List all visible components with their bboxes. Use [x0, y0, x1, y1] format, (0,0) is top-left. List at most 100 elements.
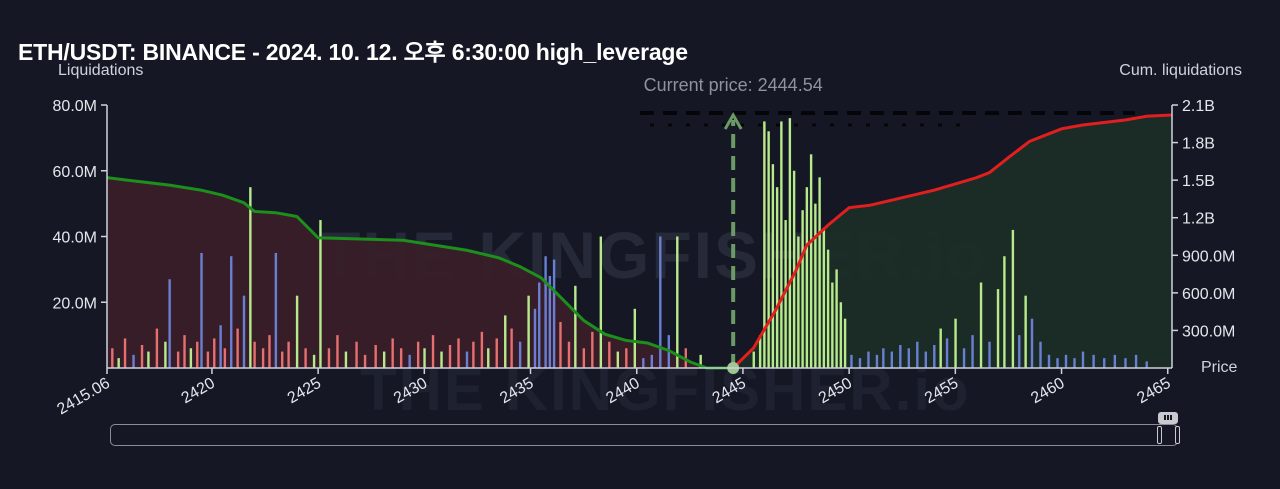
liquidation-bar — [939, 328, 942, 368]
liquidation-bar — [448, 344, 452, 368]
liquidation-bar — [875, 354, 879, 368]
liquidation-bar — [168, 279, 171, 368]
liquidation-bar — [659, 236, 662, 368]
liquidation-bar — [408, 354, 411, 368]
liquidation-bar — [699, 354, 702, 368]
liquidation-bar — [472, 341, 475, 368]
liquidation-bar — [287, 341, 290, 368]
x-tick-label: 2465 — [1134, 375, 1173, 408]
liquidation-bar — [763, 121, 766, 368]
liquidation-bar — [253, 341, 256, 368]
liquidation-bar — [582, 348, 586, 368]
liquidation-bar — [1056, 358, 1059, 368]
y-right-tick-label: 2.1B — [1182, 98, 1215, 115]
liquidation-bar — [835, 269, 838, 368]
liquidation-bar — [495, 338, 498, 368]
liquidation-bar — [559, 321, 562, 368]
range-handle-left[interactable] — [1157, 426, 1162, 444]
liquidation-bar — [916, 341, 919, 368]
liquidation-bar — [780, 121, 783, 368]
liquidation-bar — [281, 351, 284, 368]
liquidation-bar — [111, 348, 114, 368]
liquidation-bar — [933, 344, 936, 368]
liquidation-bar — [839, 302, 843, 368]
liquidation-bar — [1011, 229, 1015, 368]
liquidation-bar — [189, 348, 193, 368]
y-right-tick-label: 1.8B — [1182, 136, 1215, 153]
liquidation-bar — [249, 187, 252, 368]
liquidation-bar — [1081, 351, 1085, 368]
liquidation-bar — [1030, 318, 1034, 368]
liquidation-bar — [399, 348, 403, 368]
chart-title: ETH/USDT: BINANCE - 2024. 10. 12. 오후 6:3… — [18, 39, 688, 65]
liquidation-bar — [155, 328, 159, 368]
y-right-tick-label: 600.0M — [1182, 286, 1235, 303]
liquidation-bar — [907, 348, 911, 368]
liquidation-bar — [676, 236, 679, 368]
long-cumulative-area — [107, 177, 734, 368]
liquidation-bar — [954, 318, 957, 368]
liquidation-bar — [843, 318, 847, 368]
liquidation-bar — [867, 351, 870, 368]
liquidation-bar — [767, 131, 770, 368]
long-cumulative-line — [106, 176, 734, 370]
liquidation-bar — [487, 348, 490, 368]
liquidation-bar — [599, 236, 603, 368]
liquidation-bar — [858, 358, 862, 368]
x-tick-label: 2415.06 — [54, 375, 113, 419]
liquidation-bar — [176, 351, 180, 368]
liquidation-bar — [962, 348, 966, 368]
liquidation-bar — [219, 325, 222, 368]
liquidation-bar — [1064, 354, 1068, 368]
liquidation-bar — [988, 341, 991, 368]
range-grip-icon[interactable] — [1158, 412, 1178, 424]
liquidation-bar — [1092, 354, 1095, 368]
liquidation-bar — [533, 308, 537, 368]
liquidation-bar — [788, 118, 792, 369]
liquidation-bar — [642, 358, 645, 368]
liquidation-bar — [822, 229, 826, 368]
x-tick-label: 2460 — [1028, 375, 1067, 408]
liquidation-bar — [480, 331, 484, 368]
liquidation-bar — [1073, 358, 1076, 368]
liquidation-bar — [391, 338, 394, 368]
short-cumulative-line — [732, 113, 1173, 370]
liquidation-bar — [831, 282, 834, 368]
liquidation-bar — [1047, 354, 1051, 368]
liquidation-bar — [440, 351, 443, 368]
y-right-tick-label: 900.0M — [1182, 248, 1235, 265]
range-handle-right[interactable] — [1175, 426, 1180, 444]
y-right-tick-label: 1.2B — [1182, 211, 1215, 228]
liquidation-bar — [527, 295, 530, 368]
liquidation-bar — [518, 341, 522, 368]
liquidation-bar — [801, 210, 804, 368]
liquidation-bar — [223, 348, 227, 368]
x-tick-label: 2420 — [179, 375, 218, 408]
liquidation-bar — [363, 354, 367, 368]
liquidation-bar — [319, 220, 322, 368]
liquidation-bar — [805, 187, 809, 368]
liquidation-bar — [752, 351, 755, 368]
y-left-tick-label: 40.0M — [53, 230, 97, 247]
liquidation-bar — [1134, 354, 1138, 368]
liquidation-bar — [784, 220, 787, 368]
y-left-tick-label: 20.0M — [53, 295, 97, 312]
range-scrollbar[interactable] — [110, 424, 1178, 446]
liquidation-bar — [814, 203, 817, 368]
liquidation-bar — [147, 351, 150, 368]
liquidation-bar — [552, 259, 556, 368]
liquidation-bar — [206, 351, 210, 368]
liquidation-bar — [355, 341, 358, 368]
liquidation-bar — [117, 358, 120, 368]
liquidation-bar — [850, 354, 853, 368]
liquidation-bar — [971, 335, 974, 368]
liquidation-bar — [1039, 341, 1042, 368]
liquidation-bar — [236, 328, 239, 368]
liquidation-bar — [504, 315, 507, 368]
liquidation-bar — [140, 344, 144, 368]
short-cumulative-area — [733, 115, 1172, 369]
liquidation-bar — [132, 354, 135, 368]
liquidation-bar — [924, 351, 928, 368]
liquidation-bar — [818, 177, 821, 368]
